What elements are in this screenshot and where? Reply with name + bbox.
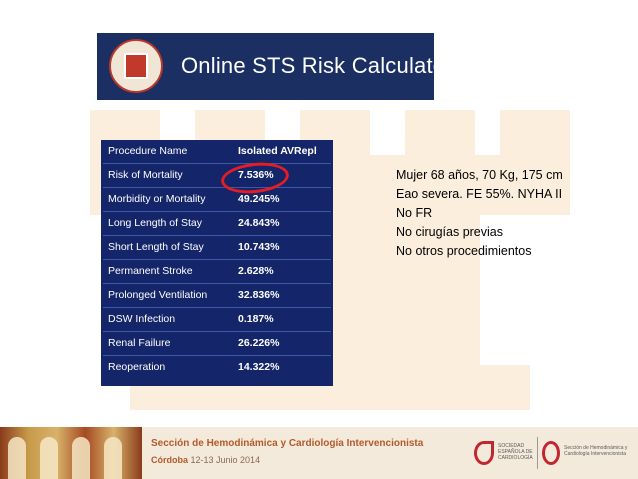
table-row: Renal Failure 26.226% [101, 332, 333, 356]
row-divider [103, 282, 331, 284]
hemodinamica-logo-icon [542, 441, 560, 465]
sts-seal-icon [109, 39, 163, 93]
table-row: Prolonged Ventilation 32.836% [101, 284, 333, 308]
case-note-line: No otros procedimientos [396, 244, 532, 258]
sec-logo-text: SOCIEDAD ESPAÑOLA DE CARDIOLOGÍA [498, 443, 533, 461]
conference-footer: Sección de Hemodinámica y Cardiología In… [0, 427, 638, 479]
footer-city: Córdoba [151, 455, 188, 465]
table-row: Short Length of Stay 10.743% [101, 236, 333, 260]
table-row: Long Length of Stay 24.843% [101, 212, 333, 236]
sts-header-banner: Online STS Risk Calculator [97, 33, 453, 100]
risk-label: Long Length of Stay [108, 217, 202, 229]
table-row: Permanent Stroke 2.628% [101, 260, 333, 284]
case-note-line: Mujer 68 años, 70 Kg, 175 cm [396, 168, 563, 182]
arch-icon [72, 437, 90, 479]
risk-value: 24.843% [238, 217, 280, 229]
risk-value: 49.245% [238, 193, 280, 205]
hemodinamica-logo-text: Sección de Hemodinámica y Cardiología In… [564, 445, 628, 457]
footer-location: Córdoba 12-13 Junio 2014 [151, 455, 260, 465]
hemodinamica-logo: Sección de Hemodinámica y Cardiología In… [542, 439, 632, 469]
sec-logo: SOCIEDAD ESPAÑOLA DE CARDIOLOGÍA [474, 439, 534, 469]
seal-shield-icon [124, 53, 148, 79]
risk-value: 32.836% [238, 289, 280, 301]
table-row: Reoperation 14.322% [101, 356, 333, 380]
risk-label: Short Length of Stay [108, 241, 204, 253]
risk-value: 10.743% [238, 241, 280, 253]
row-divider [103, 234, 331, 236]
risk-value: 14.322% [238, 361, 280, 373]
table-row: Risk of Mortality 7.536% [101, 164, 333, 188]
risk-label: Prolonged Ventilation [108, 289, 208, 301]
risk-label: Renal Failure [108, 337, 171, 349]
risk-label: DSW Infection [108, 313, 176, 325]
risk-label: Risk of Mortality [108, 169, 183, 181]
table-row: DSW Infection 0.187% [101, 308, 333, 332]
row-divider [103, 306, 331, 308]
footer-title: Sección de Hemodinámica y Cardiología In… [151, 438, 424, 449]
risk-label: Morbidity or Mortality [108, 193, 206, 205]
row-divider [103, 330, 331, 332]
risk-value: 26.226% [238, 337, 280, 349]
sec-logo-icon [474, 441, 494, 465]
case-note-line: No cirugías previas [396, 225, 503, 239]
arch-icon [8, 437, 26, 479]
risk-value: Isolated AVRepl [238, 145, 317, 157]
case-note-line: Eao severa. FE 55%. NYHA II [396, 187, 563, 201]
table-row: Procedure Name Isolated AVRepl [101, 140, 333, 164]
row-divider [103, 186, 331, 188]
banner-title: Online STS Risk Calculator [181, 53, 453, 78]
patient-case-notes: Mujer 68 años, 70 Kg, 175 cm Eao severa.… [396, 166, 563, 261]
footer-date: 12-13 Junio 2014 [190, 455, 261, 465]
row-divider [103, 258, 331, 260]
logo-divider [537, 437, 538, 469]
risk-label: Permanent Stroke [108, 265, 193, 277]
risk-value: 2.628% [238, 265, 274, 277]
risk-value: 7.536% [238, 169, 274, 181]
risk-label: Procedure Name [108, 145, 188, 157]
case-note-line: No FR [396, 206, 433, 220]
arch-icon [104, 437, 122, 479]
mezquita-arches-image [0, 427, 142, 479]
row-divider [103, 210, 331, 212]
row-divider [103, 162, 331, 164]
risk-label: Reoperation [108, 361, 166, 373]
row-divider [103, 354, 331, 356]
table-row: Morbidity or Mortality 49.245% [101, 188, 333, 212]
risk-value: 0.187% [238, 313, 274, 325]
risk-results-table: Procedure Name Isolated AVRepl Risk of M… [101, 140, 333, 386]
arch-icon [40, 437, 58, 479]
